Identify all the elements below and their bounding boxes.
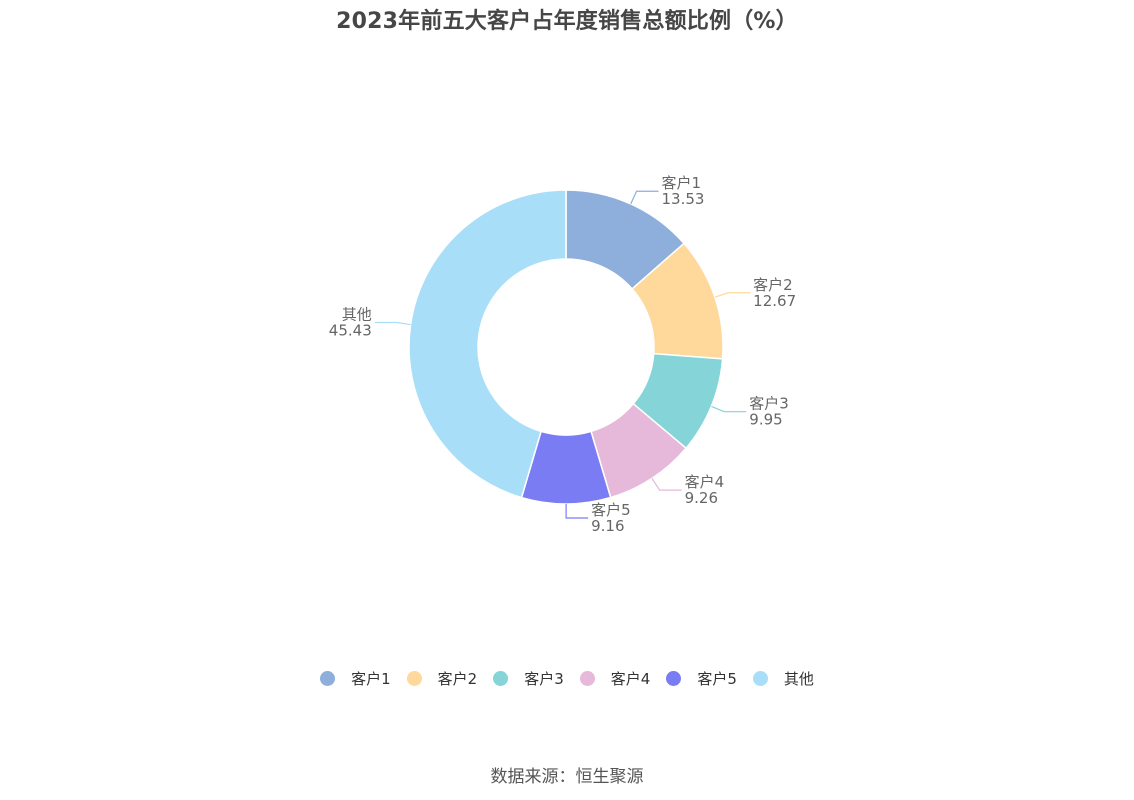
legend-item-5[interactable]: 客户5 <box>666 668 737 689</box>
label-leader-line-1 <box>630 190 659 205</box>
slice-label-name-6: 其他 <box>342 306 372 324</box>
label-leader-line-5 <box>565 503 589 519</box>
legend-item-1[interactable]: 客户1 <box>320 668 391 689</box>
legend-item-2[interactable]: 客户2 <box>406 668 478 689</box>
slice-label-name-5: 客户5 <box>591 501 631 519</box>
slice-label-value-5: 9.16 <box>591 517 624 535</box>
slice-label-value-2: 12.67 <box>753 292 796 310</box>
label-leader-line-2 <box>714 292 751 298</box>
legend-item-4[interactable]: 客户4 <box>579 668 651 689</box>
label-leader-line-3 <box>711 405 747 413</box>
slice-label-value-6: 45.43 <box>329 322 372 340</box>
legend-swatch-icon <box>579 671 595 686</box>
slice-label-name-4: 客户4 <box>685 473 725 491</box>
chart-title: 2023年前五大客户占年度销售总额比例（%） <box>336 9 798 34</box>
legend-swatch-icon <box>752 671 768 686</box>
legend-label: 客户4 <box>610 670 651 688</box>
legend-label: 客户5 <box>697 670 737 688</box>
legend-label: 客户1 <box>351 670 391 688</box>
slice-label-name-2: 客户2 <box>753 276 793 294</box>
legend-swatch-icon <box>666 671 682 686</box>
legend-swatch-icon <box>406 671 422 686</box>
chart-legend: 客户1 客户2 客户3 客户4 客户5 其他 <box>0 668 1134 689</box>
donut-slice-6 <box>408 189 567 499</box>
slice-label-name-1: 客户1 <box>662 174 702 192</box>
label-leader-line-4 <box>651 478 682 491</box>
legend-item-6[interactable]: 其他 <box>752 668 814 689</box>
legend-item-3[interactable]: 客户3 <box>493 668 564 689</box>
legend-swatch-icon <box>493 671 509 686</box>
slice-label-value-4: 9.26 <box>685 489 718 507</box>
legend-label: 客户3 <box>524 670 564 688</box>
slice-label-name-3: 客户3 <box>749 395 789 413</box>
data-source-note: 数据来源：恒生聚源 <box>490 767 644 787</box>
slice-label-value-3: 9.95 <box>749 411 782 429</box>
label-leader-line-6 <box>374 321 411 326</box>
slice-label-value-1: 13.53 <box>662 190 705 208</box>
legend-swatch-icon <box>320 671 336 686</box>
legend-label: 客户2 <box>437 670 478 688</box>
legend-label: 其他 <box>783 670 814 688</box>
